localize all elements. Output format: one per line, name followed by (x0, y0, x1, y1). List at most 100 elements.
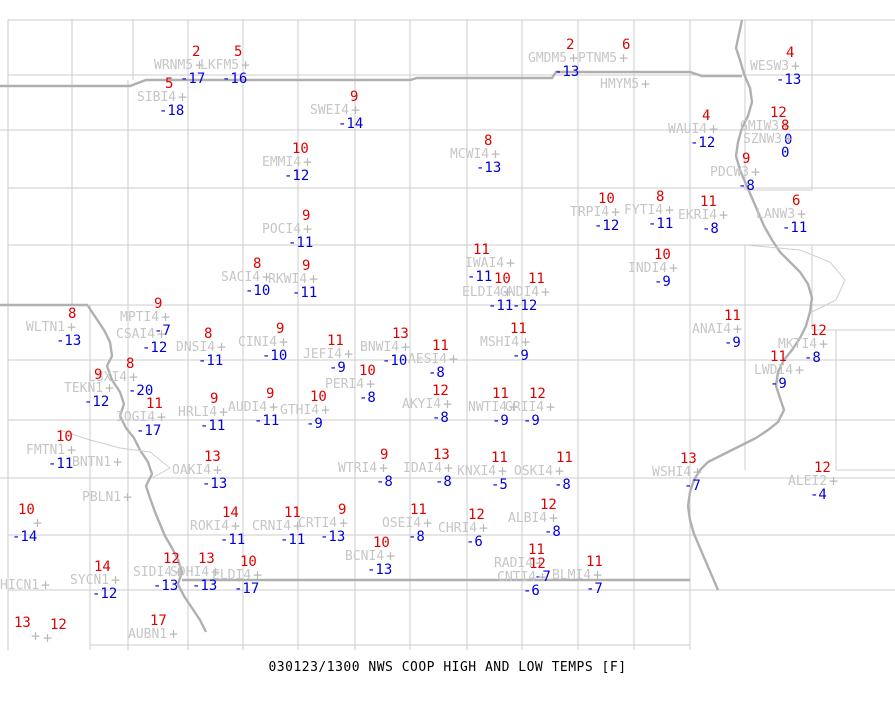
station-marker-icon: + (174, 563, 184, 581)
station-marker-icon: + (293, 517, 303, 535)
station-id-label: SIBI4 (137, 90, 177, 105)
station-marker-icon: + (41, 576, 51, 594)
station-id-label: POCI4 (262, 222, 302, 237)
station-marker-icon: + (219, 403, 229, 421)
station-high-temp: 9 (302, 258, 311, 274)
station-marker-icon: + (733, 320, 743, 338)
station-id-label: AKYI4 (402, 397, 442, 412)
station-id-label: ALBI4 (508, 511, 548, 526)
station-high-temp: 5 (165, 76, 174, 92)
station-low-temp: -6 (523, 583, 540, 599)
station-low-temp: -13 (202, 476, 228, 492)
station-id-label: OSEI4 (382, 516, 422, 531)
station-marker-icon: + (503, 283, 513, 301)
station-id-label: HICN1 (0, 578, 40, 593)
station-low-temp: -8 (376, 474, 393, 490)
station-marker-icon: + (491, 145, 501, 163)
station-low-temp: -8 (554, 477, 571, 493)
station-high-temp: 11 (410, 502, 427, 518)
station-low-temp: -12 (594, 218, 620, 234)
station-marker-icon: + (791, 57, 801, 75)
station-marker-icon: + (546, 398, 556, 416)
station-marker-icon: + (641, 75, 651, 93)
station-marker-icon: + (719, 206, 729, 224)
station-low-temp: -13 (554, 64, 580, 80)
station-low-temp: -8 (428, 365, 445, 381)
station-id-label: CINI4 (238, 335, 278, 350)
station-marker-icon: + (506, 254, 516, 272)
station-id-label: GMIW3 (740, 119, 780, 134)
station-marker-icon: + (498, 462, 508, 480)
station-marker-icon: + (217, 338, 227, 356)
station-high-temp: 10 (373, 535, 390, 551)
station-low-temp: -11 (220, 532, 246, 548)
station-low-temp: -13 (153, 578, 179, 594)
station-id-label: WESW3 (750, 59, 790, 74)
station-high-temp: 2 (566, 37, 575, 53)
station-low-temp: -8 (432, 410, 449, 426)
station-low-temp: -13 (367, 562, 393, 578)
station-low-temp: -17 (180, 71, 206, 87)
station-high-temp: 12 (468, 507, 485, 523)
station-marker-icon: + (669, 259, 679, 277)
station-high-temp: 11 (586, 554, 603, 570)
station-high-temp: 12 (432, 383, 449, 399)
station-id-label: RADI4 (494, 556, 534, 571)
station-marker-icon: + (279, 333, 289, 351)
station-marker-icon: + (211, 563, 221, 581)
station-id-label: SWEI4 (310, 103, 350, 118)
station-high-temp: 10 (598, 191, 615, 207)
station-low-temp: -20 (128, 383, 154, 399)
station-marker-icon: + (241, 56, 251, 74)
station-low-temp: -9 (329, 360, 346, 376)
station-low-temp: -17 (136, 423, 162, 439)
station-id-label: CRTI4 (298, 516, 338, 531)
station-marker-icon: + (366, 375, 376, 393)
station-id-label: ROKI4 (190, 519, 230, 534)
station-id-label: WRNM5 (154, 58, 194, 73)
station-low-temp: -18 (159, 103, 185, 119)
station-id-label: PDCW3 (710, 165, 750, 180)
station-id-label: FMTN1 (26, 443, 66, 458)
station-id-label: LWDI4 (754, 363, 794, 378)
station-id-label: SIDI4 (133, 565, 173, 580)
station-id-label: OSKI4 (514, 464, 554, 479)
station-id-label: SZNW3 (743, 132, 783, 147)
station-high-temp: 5 (234, 44, 243, 60)
station-marker-icon: + (569, 49, 579, 67)
station-high-temp: 11 (528, 271, 545, 287)
station-low-temp: -12 (284, 168, 310, 184)
station-marker-icon: + (213, 461, 223, 479)
station-marker-icon: + (195, 56, 205, 74)
station-marker-icon: + (67, 318, 77, 336)
station-high-temp: 6 (792, 193, 801, 209)
station-low-temp: -9 (523, 413, 540, 429)
station-low-temp: -11 (488, 298, 514, 314)
station-id-label: ALEI2 (788, 474, 828, 489)
station-id-label: MPTI4 (120, 310, 160, 325)
station-id-label: BNWI4 (360, 340, 400, 355)
station-low-temp: -11 (48, 456, 74, 472)
station-low-temp: -8 (702, 221, 719, 237)
station-low-temp: -6 (466, 534, 483, 550)
station-id-label: DNSI4 (176, 340, 216, 355)
station-id-label: GMDM5 (528, 51, 568, 66)
station-low-temp: -7 (534, 569, 551, 585)
station-low-temp: -11 (280, 532, 306, 548)
station-id-label: SACI4 (221, 270, 261, 285)
station-marker-icon: + (262, 268, 272, 286)
station-high-temp: 10 (494, 271, 511, 287)
station-low-temp: -9 (512, 348, 529, 364)
station-low-temp: -8 (804, 350, 821, 366)
station-high-temp: 13 (198, 551, 215, 567)
station-marker-icon: + (443, 395, 453, 413)
station-id-label: LANW3 (756, 207, 796, 222)
station-low-temp: 0 (781, 145, 790, 161)
station-high-temp: 9 (742, 151, 751, 167)
station-high-temp: 4 (702, 108, 711, 124)
station-marker-icon: + (541, 283, 551, 301)
station-id-label: PERI4 (325, 377, 365, 392)
station-low-temp: -11 (198, 353, 224, 369)
station-low-temp: -13 (192, 578, 218, 594)
weather-map-canvas: WRNM5 +2 -17 LKFM5 +5 -16 SIBI4 +5 -18 SWEI4 +9 -14… (0, 19, 895, 650)
